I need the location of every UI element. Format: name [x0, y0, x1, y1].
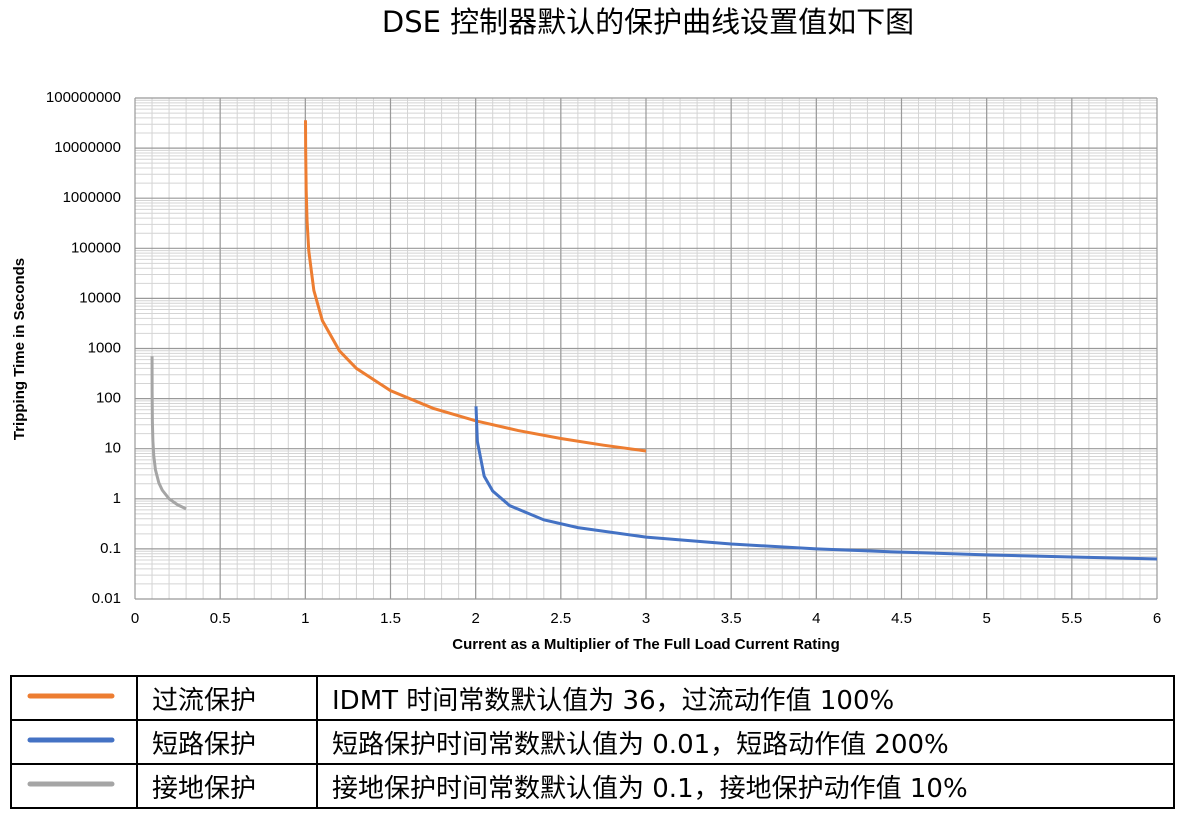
chart-title: DSE 控制器默认的保护曲线设置值如下图: [382, 5, 914, 39]
legend-swatch: [27, 781, 115, 787]
series-line: [474, 406, 1158, 561]
x-tick-label: 3: [642, 610, 650, 627]
x-tick-label: 2: [471, 610, 479, 627]
y-tick-label: 100000: [71, 239, 121, 256]
y-tick-label: 0.01: [92, 590, 121, 607]
y-tick-label: 1000000: [63, 189, 121, 206]
legend-description: 短路保护时间常数默认值为 0.01，短路动作值 200%: [316, 719, 1175, 765]
legend-row: 接地保护 接地保护时间常数默认值为 0.1，接地保护动作值 10%: [10, 763, 1175, 809]
legend-swatch-cell: [10, 719, 138, 765]
x-tick-label: 5.5: [1061, 610, 1082, 627]
legend-swatch: [27, 737, 115, 743]
legend-row: 短路保护 短路保护时间常数默认值为 0.01，短路动作值 200%: [10, 719, 1175, 765]
y-axis-label: Tripping Time in Seconds: [11, 258, 28, 440]
x-axis-label: Current as a Multiplier of The Full Load…: [452, 636, 840, 653]
x-tick-label: 5: [982, 610, 990, 627]
y-tick-label: 100000000: [46, 89, 121, 106]
legend-swatch: [27, 693, 115, 699]
legend-swatch-cell: [10, 763, 138, 809]
legend-swatch-cell: [10, 675, 138, 721]
x-tick-label: 6: [1153, 610, 1161, 627]
y-tick-label: 1: [113, 490, 121, 507]
series-line: [304, 120, 647, 453]
x-tick-label: 0: [131, 610, 139, 627]
y-tick-label: 100: [96, 390, 121, 407]
y-tick-label: 0.1: [100, 540, 121, 557]
legend-description: 接地保护时间常数默认值为 0.1，接地保护动作值 10%: [316, 763, 1175, 809]
x-tick-label: 0.5: [210, 610, 231, 627]
legend-name: 接地保护: [136, 763, 318, 809]
legend-name: 过流保护: [136, 675, 318, 721]
series-line: [150, 356, 187, 511]
y-tick-label: 10: [104, 440, 121, 457]
x-tick-label: 4.5: [891, 610, 912, 627]
legend-row: 过流保护 IDMT 时间常数默认值为 36，过流动作值 100%: [10, 675, 1175, 721]
x-tick-label: 3.5: [721, 610, 742, 627]
y-tick-label: 10000: [79, 289, 121, 306]
legend-description: IDMT 时间常数默认值为 36，过流动作值 100%: [316, 675, 1175, 721]
x-tick-label: 4: [812, 610, 820, 627]
x-tick-label: 1.5: [380, 610, 401, 627]
chart: DSE 控制器默认的保护曲线设置值如下图 Current as a Multip…: [11, 5, 1161, 653]
x-tick-label: 1: [301, 610, 309, 627]
y-tick-label: 10000000: [54, 139, 121, 156]
x-tick-label: 2.5: [550, 610, 571, 627]
legend-name: 短路保护: [136, 719, 318, 765]
y-tick-label: 1000: [88, 339, 121, 356]
legend: 过流保护 IDMT 时间常数默认值为 36，过流动作值 100% 短路保护 短路保护时…: [10, 675, 1175, 809]
